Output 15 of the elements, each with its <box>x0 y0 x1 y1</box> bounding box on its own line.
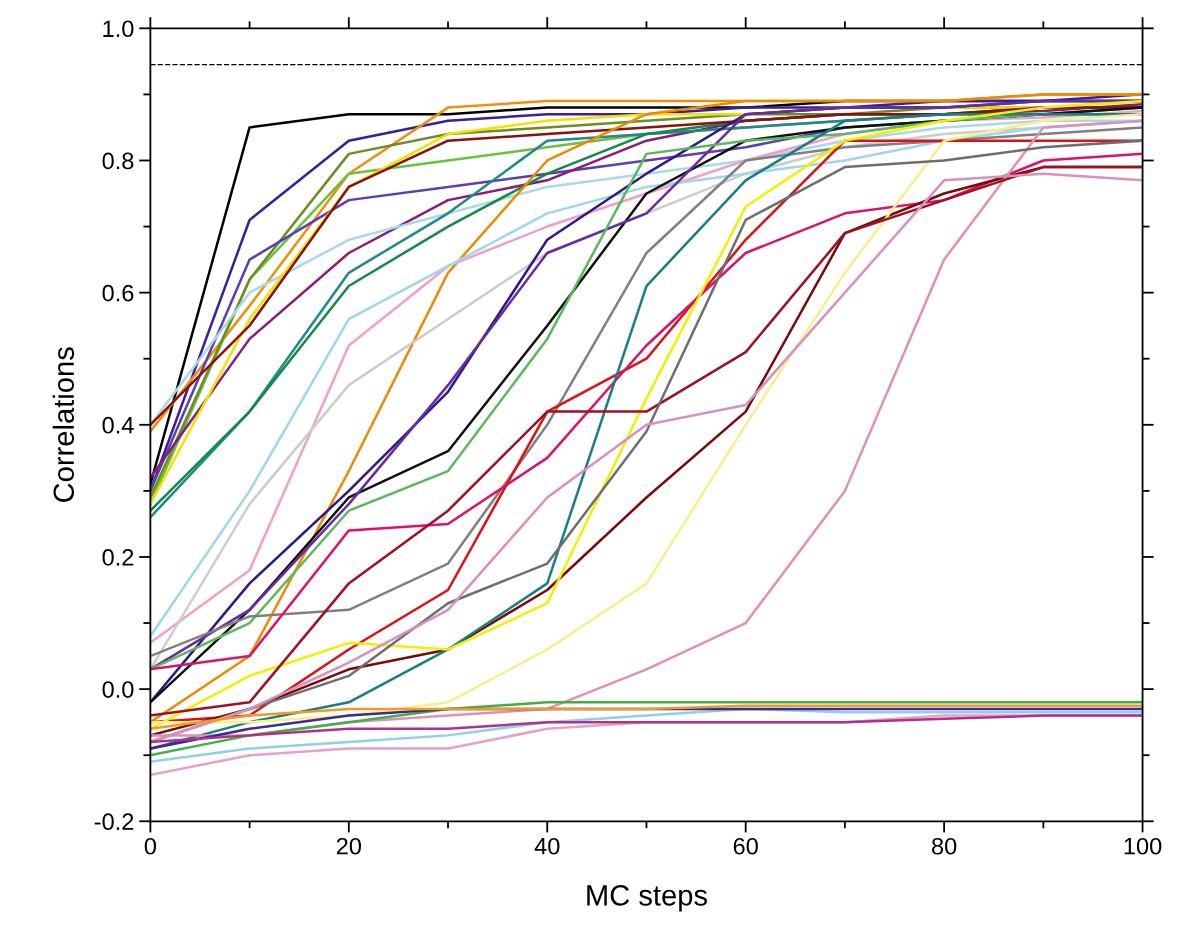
y-tick-label: 0.0 <box>102 681 134 698</box>
x-tick-label: 60 <box>733 837 758 855</box>
y-tick-label: 0.2 <box>102 549 134 566</box>
y-tick-label: 1.0 <box>103 20 134 38</box>
y-tick-label: 0.6 <box>102 284 134 302</box>
y-axis-title: Correlations <box>52 347 75 502</box>
x-tick-label: 100 <box>1124 837 1162 855</box>
y-tick-label: 0.8 <box>102 152 134 170</box>
y-tick-label: 0.4 <box>102 416 134 434</box>
y-tick-label: -0.2 <box>94 813 134 831</box>
x-axis-title: MC steps <box>587 885 707 912</box>
x-tick-label: 40 <box>534 837 560 855</box>
x-tick-label: 0 <box>144 837 157 855</box>
x-tick-label: 20 <box>336 837 362 855</box>
x-tick-label: 80 <box>932 837 957 855</box>
